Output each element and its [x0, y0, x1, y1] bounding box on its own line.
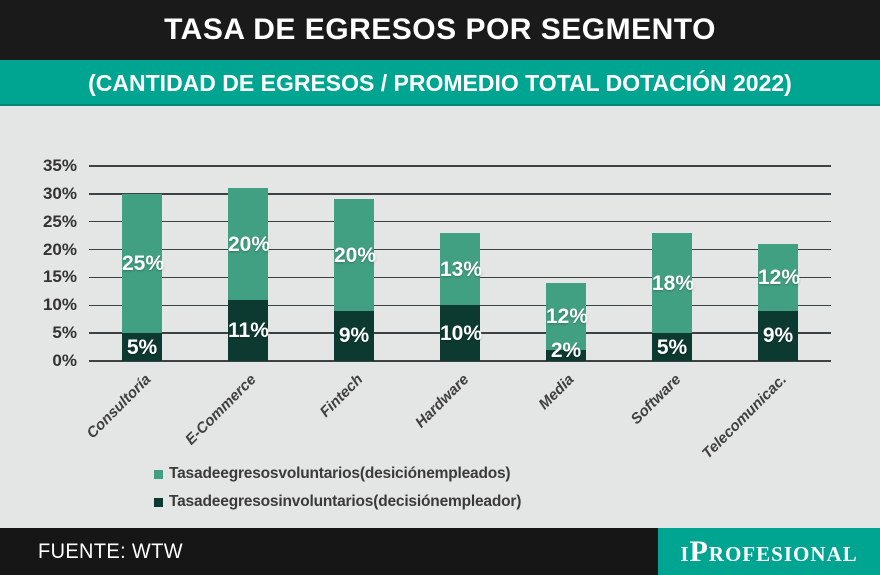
source-label: FUENTE: WTW [38, 539, 183, 563]
bar-segment-involuntary [228, 299, 268, 361]
bar-segment-involuntary [546, 349, 586, 361]
plot-area: 0% 5% 10% 15% 20% 25% 30% 35% 25% 5% 20% 11% 20% 9% 13… [43, 157, 831, 370]
bar-fintech: 20% 9% [334, 166, 377, 361]
bar-value-label-voluntary: 20% [334, 243, 377, 267]
bar-software: 18% 5% [652, 166, 695, 361]
legend-item-involuntary: Tasa de egresos involuntarios (decisión … [154, 491, 521, 513]
bar-value-label-involuntary: 5% [126, 335, 158, 359]
brand-box: iProfesional [658, 528, 880, 575]
bar-segment-voluntary [122, 193, 162, 334]
bar-value-label-involuntary: 9% [762, 324, 794, 348]
chart-subtitle: (CANTIDAD DE EGRESOS / PROMEDIO TOTAL DO… [88, 69, 792, 96]
bar-segment-voluntary [652, 232, 692, 334]
legend-swatch-involuntary-icon [154, 497, 163, 507]
bar-value-label-voluntary: 12% [758, 265, 801, 289]
bar-segment-voluntary [334, 199, 374, 311]
y-axis-tick-label: 20% [42, 239, 77, 259]
gridline [89, 165, 831, 167]
subtitle-bar: (CANTIDAD DE EGRESOS / PROMEDIO TOTAL DO… [0, 60, 880, 106]
bar-value-label-voluntary: 18% [652, 271, 695, 295]
bar-telecomunicac-: 12% 9% [758, 166, 801, 361]
bar-value-label-voluntary: 20% [228, 232, 271, 256]
legend-item-voluntary: Tasa de egresos voluntarios (desición em… [154, 463, 521, 485]
title-bar: TASA DE EGRESOS POR SEGMENTO [0, 0, 880, 60]
y-axis-tick-label: 35% [42, 156, 77, 175]
bar-segment-involuntary [122, 333, 162, 361]
bar-value-label-voluntary: 25% [122, 252, 165, 275]
category-label: Consultoría [83, 371, 155, 442]
category-label: Telecomunicac. [698, 371, 791, 463]
bar-value-label-involuntary: 9% [338, 324, 370, 348]
y-axis-tick-label: 5% [52, 323, 77, 343]
bar-segment-involuntary [334, 310, 374, 361]
y-axis-tick-label: 30% [42, 183, 77, 203]
category-label: E-Commerce [182, 371, 261, 449]
bar-value-label-involuntary: 11% [228, 318, 269, 342]
legend-label-involuntary: Tasa de egresos involuntarios (decisión … [169, 493, 522, 510]
legend-swatch-voluntary-icon [154, 469, 163, 479]
y-axis-tick-label: 10% [42, 295, 77, 315]
bar-segment-voluntary [758, 244, 798, 311]
bar-value-label-involuntary: 5% [656, 335, 688, 359]
bar-value-label-voluntary: 13% [440, 257, 483, 281]
category-label: Media [535, 371, 579, 414]
category-label: Fintech [316, 371, 367, 421]
gridline [89, 360, 831, 362]
bar-segment-voluntary [440, 232, 480, 306]
y-axis-tick-label: 15% [42, 267, 77, 287]
y-axis-tick-label: 0% [52, 351, 77, 370]
bar-segment-involuntary [758, 310, 798, 361]
bar-hardware: 13% 10% [440, 166, 483, 361]
bar-segment-involuntary [440, 305, 480, 361]
brand-logo: iProfesional [680, 534, 858, 568]
bar-value-label-involuntary: 2% [550, 339, 582, 362]
legend: Tasa de egresos voluntarios (desición em… [154, 463, 521, 519]
y-axis-tick-label: 25% [42, 211, 77, 231]
chart-panel: 0% 5% 10% 15% 20% 25% 30% 35% 25% 5% 20% 11% 20% 9% 13… [0, 106, 880, 528]
page-title: TASA DE EGRESOS POR SEGMENTO [164, 13, 716, 46]
bar-segment-voluntary [228, 188, 268, 300]
bar-segment-voluntary [546, 283, 586, 350]
bar-consultor-a: 25% 5% [122, 166, 165, 361]
bar-value-label-voluntary: 12% [546, 304, 589, 328]
bar-segment-involuntary [652, 333, 692, 361]
bar-media: 12% 2% [546, 166, 589, 362]
category-label: Hardware [411, 371, 473, 432]
legend-label-voluntary: Tasa de egresos voluntarios (desición em… [169, 465, 511, 482]
category-label: Software [627, 371, 685, 428]
bar-value-label-involuntary: 10% [440, 321, 483, 345]
gridline [89, 220, 831, 223]
gridline [89, 193, 831, 195]
bar-e-commerce: 20% 11% [228, 166, 271, 361]
footer-bar: FUENTE: WTW iProfesional [0, 528, 880, 575]
